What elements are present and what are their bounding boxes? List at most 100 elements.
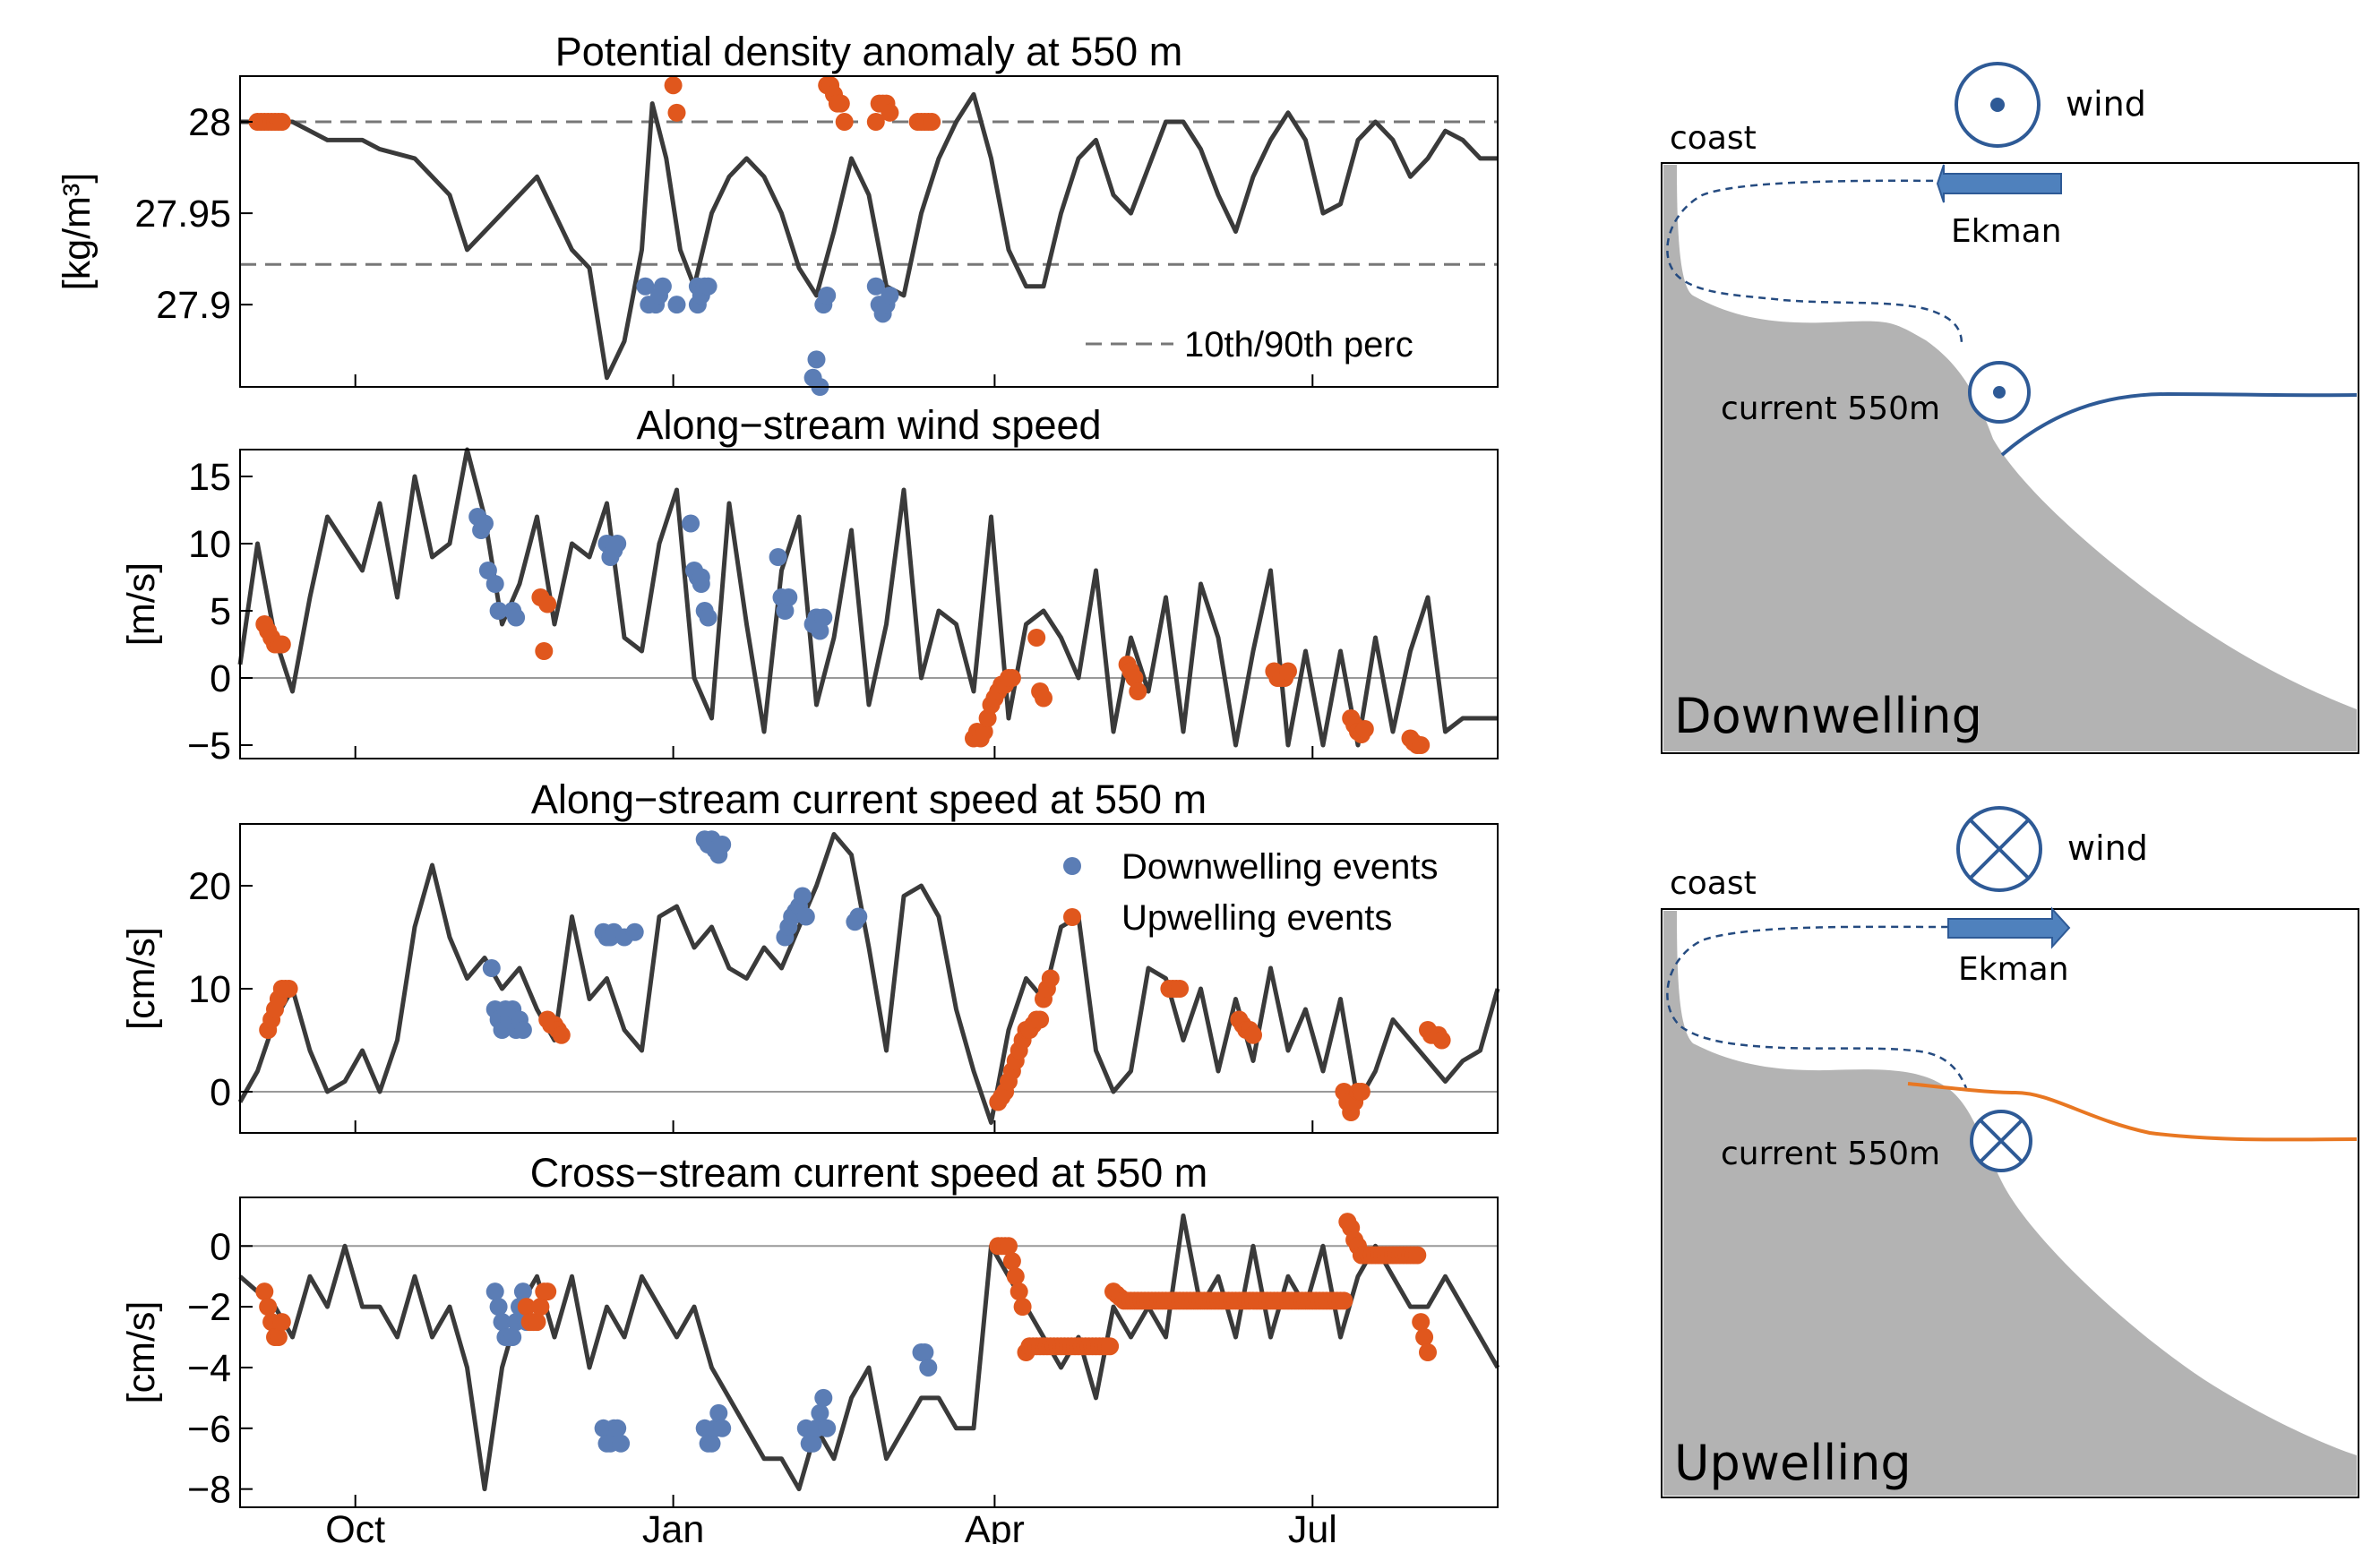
downwelling-point [713, 836, 732, 853]
legend-label: 10th/90th perc [1184, 325, 1413, 365]
chart-title: Along−stream wind speed [636, 402, 1101, 448]
upwelling-point [528, 1313, 546, 1332]
chart-title: Cross−stream current speed at 550 m [530, 1150, 1208, 1196]
upwelling-point [552, 1025, 571, 1044]
legend-label: Downwelling events [1121, 847, 1439, 887]
downwelling-point [636, 277, 655, 296]
downwelling-point [709, 1403, 728, 1422]
y-axis-label: [m/s] [120, 562, 163, 646]
wind-dot-icon [1990, 98, 2005, 112]
y-tick-label: −4 [187, 1347, 231, 1390]
axes-frame [239, 449, 1499, 759]
upwelling-point [881, 103, 899, 122]
downwelling-point [818, 286, 837, 305]
current-label: current 550m [1721, 390, 1940, 427]
y-tick-label: 0 [210, 1225, 231, 1268]
downwelling-point [493, 1313, 511, 1332]
land-shape [1663, 911, 2357, 1496]
downwelling-point [513, 1282, 532, 1301]
y-axis-label: [cm/s] [120, 927, 163, 1030]
upwelling-point [1002, 1252, 1021, 1271]
upwelling-point [664, 76, 683, 95]
downwelling-point [489, 602, 508, 620]
upwelling-point [1002, 669, 1021, 687]
downwelling-point [608, 1419, 627, 1437]
wind-panel: −5 0 5 10 15 Along−stream wind speed [m/s] [120, 402, 1499, 768]
downwelling-point [489, 1298, 508, 1317]
chart-title: Along−stream current speed at 550 m [531, 776, 1207, 822]
y-tick-label: 27.95 [134, 193, 231, 236]
ekman-label: Ekman [1958, 951, 2069, 988]
coast-label: coast [1670, 120, 1757, 157]
downwelling-point [625, 922, 644, 941]
upwelling-point [538, 595, 557, 613]
upwelling-point [1013, 1298, 1032, 1317]
legend-marker [1063, 857, 1081, 875]
upwelling-point [1355, 720, 1374, 738]
ekman-label: Ekman [1951, 213, 2062, 250]
y-axis-label: [cm/s] [120, 1301, 163, 1404]
upwelling-point [1415, 1328, 1434, 1347]
downwelling-point [793, 887, 812, 905]
downwelling-point [699, 608, 717, 627]
x-tick-label: Oct [325, 1508, 385, 1544]
current-dot-icon [1993, 386, 2006, 399]
upwelling-point [1129, 682, 1147, 700]
upwelling-point [255, 1282, 274, 1301]
downwelling-point [507, 608, 526, 627]
y-tick-label: 27.9 [156, 284, 231, 327]
downwelling-point [513, 1021, 532, 1039]
x-tick-label: Apr [965, 1508, 1025, 1544]
upwelling-point [1244, 1025, 1262, 1044]
upwelling-point [1010, 1282, 1028, 1301]
downwelling-point [849, 907, 868, 926]
y-tick-label: −5 [187, 725, 231, 768]
legend-marker [1063, 908, 1081, 926]
downwelling-point [482, 959, 501, 977]
downwelling-point [699, 277, 717, 296]
downwelling-point [476, 514, 494, 533]
downwelling-diagram: wind coast Ekman current 550m Downwellin… [1661, 62, 2359, 754]
y-tick-label: 28 [188, 101, 231, 144]
wind-label: wind [2066, 84, 2146, 124]
upwelling-point [975, 723, 993, 741]
downwelling-point [881, 286, 899, 305]
downwelling-point [776, 602, 795, 620]
series-line [238, 1213, 1500, 1492]
current-label: current 550m [1721, 1136, 1940, 1172]
density-panel: 27.9 27.95 28 Potential density anomaly at … [56, 29, 1499, 396]
wind-cross-icon [1969, 819, 2030, 879]
upwelling-point [866, 113, 885, 132]
axes-frame [239, 1197, 1499, 1508]
land-shape [1663, 165, 2357, 751]
x-tick-label: Jul [1288, 1508, 1337, 1544]
downwelling-isopycnal [2000, 391, 2358, 457]
upwelling-point [535, 642, 554, 660]
y-tick-label: 10 [188, 968, 231, 1011]
downwelling-point [803, 1434, 822, 1453]
downwelling-point [807, 350, 826, 369]
y-tick-label: 10 [188, 523, 231, 566]
axes-frame [239, 75, 1499, 388]
upwelling-point [835, 113, 854, 132]
y-tick-label: −8 [187, 1469, 231, 1512]
upwelling-point [272, 113, 291, 132]
downwelling-point [485, 575, 504, 593]
x-tick-label: Jan [642, 1508, 704, 1544]
upwelling-point [1352, 1083, 1370, 1101]
current-cross-icon [1979, 1119, 2023, 1163]
downwelling-label: Downwelling [1674, 688, 1982, 744]
upwelling-point [923, 113, 941, 132]
series-line [237, 832, 1500, 1125]
upwelling-point [272, 635, 291, 654]
y-tick-label: 0 [210, 1071, 231, 1114]
upwelling-point [1408, 1246, 1427, 1265]
legend-label: Upwelling events [1121, 898, 1392, 938]
downwelling-point [919, 1358, 938, 1377]
upwelling-point [667, 103, 686, 122]
upwelling-point [1335, 1291, 1353, 1310]
upwelling-point [1412, 1313, 1431, 1332]
series-line [237, 447, 1498, 748]
upwelling-point [1412, 736, 1431, 754]
